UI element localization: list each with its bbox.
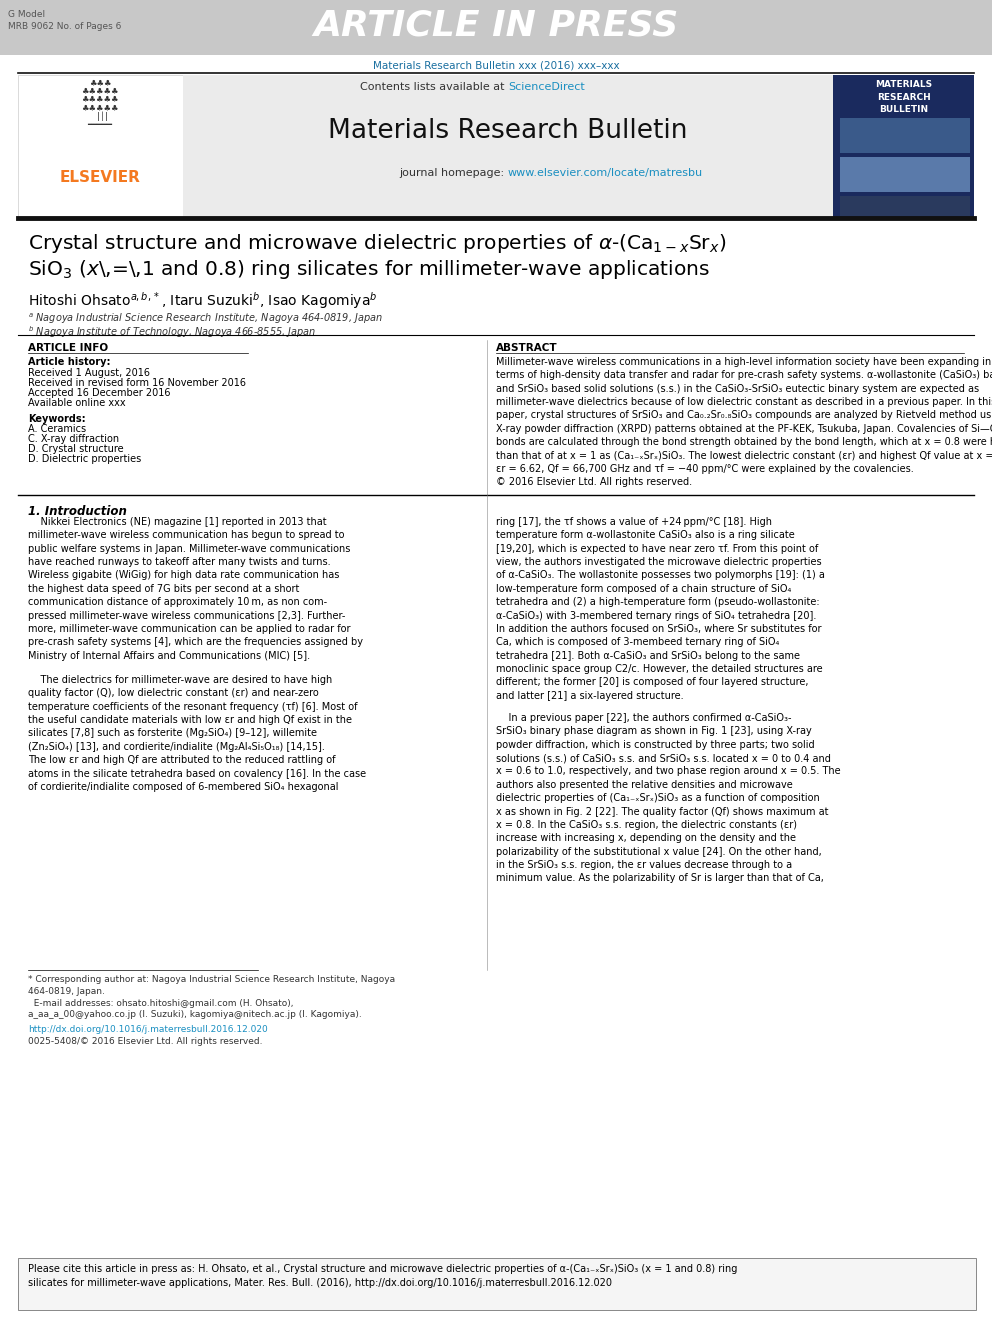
Text: Accepted 16 December 2016: Accepted 16 December 2016	[28, 388, 171, 398]
Bar	[833, 75, 974, 218]
Text: Article history:: Article history:	[28, 357, 110, 366]
Text: 1. Introduction: 1. Introduction	[28, 505, 127, 519]
Text: ELSEVIER: ELSEVIER	[60, 169, 141, 185]
Text: C. X-ray diffraction: C. X-ray diffraction	[28, 434, 119, 445]
Text: Please cite this article in press as: H. Ohsato, et al., Crystal structure and m: Please cite this article in press as: H.…	[28, 1263, 737, 1287]
Text: Received 1 August, 2016: Received 1 August, 2016	[28, 368, 150, 378]
Text: Millimeter-wave wireless communications in a high-level information society have: Millimeter-wave wireless communications …	[496, 357, 992, 487]
Text: Received in revised form 16 November 2016: Received in revised form 16 November 201…	[28, 378, 246, 388]
Bar	[18, 75, 183, 218]
Text: www.elsevier.com/locate/matresbu: www.elsevier.com/locate/matresbu	[508, 168, 703, 179]
Text: http://dx.doi.org/10.1016/j.materresbull.2016.12.020: http://dx.doi.org/10.1016/j.materresbull…	[28, 1025, 268, 1035]
Text: journal homepage:: journal homepage:	[400, 168, 508, 179]
Text: * Corresponding author at: Nagoya Industrial Science Research Institute, Nagoya
: * Corresponding author at: Nagoya Indust…	[28, 975, 395, 1020]
Text: In a previous paper [22], the authors confirmed α-CaSiO₃-
SrSiO₃ binary phase di: In a previous paper [22], the authors co…	[496, 713, 840, 884]
Text: 0025-5408/© 2016 Elsevier Ltd. All rights reserved.: 0025-5408/© 2016 Elsevier Ltd. All right…	[28, 1037, 263, 1046]
Bar	[840, 196, 970, 216]
Bar	[840, 157, 970, 192]
Text: Nikkei Electronics (NE) magazine [1] reported in 2013 that
millimeter-wave wirel: Nikkei Electronics (NE) magazine [1] rep…	[28, 517, 363, 660]
Text: ABSTRACT: ABSTRACT	[496, 343, 558, 353]
Text: Crystal structure and microwave dielectric properties of $\alpha$-(Ca$_{1-x}$Sr$: Crystal structure and microwave dielectr…	[28, 232, 726, 255]
Text: Materials Research Bulletin: Materials Research Bulletin	[328, 118, 687, 144]
Text: Hitoshi Ohsato$^{a,b,*}$, Itaru Suzuki$^{b}$, Isao Kagomiya$^{b}$: Hitoshi Ohsato$^{a,b,*}$, Itaru Suzuki$^…	[28, 290, 378, 311]
Text: Keywords:: Keywords:	[28, 414, 85, 423]
Bar	[840, 118, 970, 153]
Text: $^{b}$ Nagoya Institute of Technology, Nagoya 466-8555, Japan: $^{b}$ Nagoya Institute of Technology, N…	[28, 324, 316, 340]
Text: MRB 9062 No. of Pages 6: MRB 9062 No. of Pages 6	[8, 22, 121, 30]
Text: A. Ceramics: A. Ceramics	[28, 423, 86, 434]
Text: Materials Research Bulletin xxx (2016) xxx–xxx: Materials Research Bulletin xxx (2016) x…	[373, 60, 619, 70]
Text: SiO$_3$ ($x$\,=\,1 and 0.8) ring silicates for millimeter-wave applications: SiO$_3$ ($x$\,=\,1 and 0.8) ring silicat…	[28, 258, 710, 280]
Text: D. Dielectric properties: D. Dielectric properties	[28, 454, 141, 464]
Text: ♣♣♣
♣♣♣♣♣
♣♣♣♣♣
♣♣♣♣♣
  |│|
━━━━━: ♣♣♣ ♣♣♣♣♣ ♣♣♣♣♣ ♣♣♣♣♣ |│| ━━━━━	[81, 78, 119, 128]
Text: $^{a}$ Nagoya Industrial Science Research Institute, Nagoya 464-0819, Japan: $^{a}$ Nagoya Industrial Science Researc…	[28, 312, 383, 327]
Bar	[0, 0, 992, 56]
Text: Available online xxx: Available online xxx	[28, 398, 126, 407]
Text: Contents lists available at: Contents lists available at	[360, 82, 508, 93]
Text: ScienceDirect: ScienceDirect	[508, 82, 584, 93]
Text: ARTICLE IN PRESS: ARTICLE IN PRESS	[313, 8, 679, 42]
Bar	[18, 1258, 976, 1310]
Bar	[183, 75, 833, 218]
Text: The dielectrics for millimeter-wave are desired to have high
quality factor (Q),: The dielectrics for millimeter-wave are …	[28, 675, 366, 792]
Text: MATERIALS
RESEARCH
BULLETIN: MATERIALS RESEARCH BULLETIN	[875, 79, 932, 114]
Text: D. Crystal structure: D. Crystal structure	[28, 445, 124, 454]
Text: G Model: G Model	[8, 11, 45, 19]
Text: ARTICLE INFO: ARTICLE INFO	[28, 343, 108, 353]
Text: ring [17], the τf shows a value of +24 ppm/°C [18]. High
temperature form α-woll: ring [17], the τf shows a value of +24 p…	[496, 517, 825, 701]
